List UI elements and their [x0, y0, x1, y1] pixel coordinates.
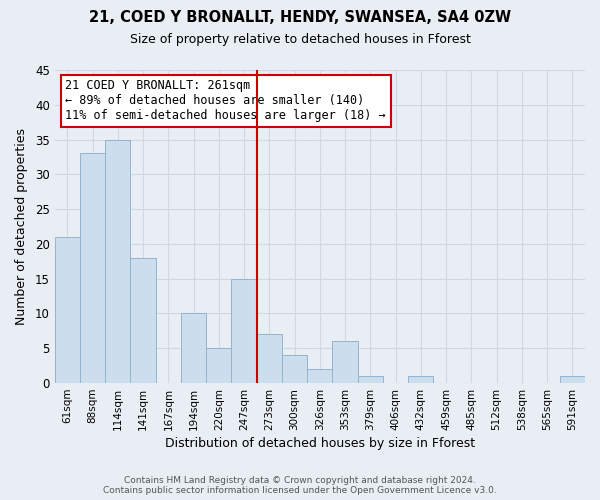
Bar — [55, 237, 80, 383]
Bar — [408, 376, 433, 383]
Bar — [560, 376, 585, 383]
Bar — [105, 140, 130, 383]
Bar — [181, 314, 206, 383]
Bar — [206, 348, 232, 383]
Bar — [358, 376, 383, 383]
Text: Contains HM Land Registry data © Crown copyright and database right 2024.
Contai: Contains HM Land Registry data © Crown c… — [103, 476, 497, 495]
Text: 21, COED Y BRONALLT, HENDY, SWANSEA, SA4 0ZW: 21, COED Y BRONALLT, HENDY, SWANSEA, SA4… — [89, 10, 511, 25]
Bar — [282, 355, 307, 383]
Bar — [80, 154, 105, 383]
Bar — [332, 342, 358, 383]
Y-axis label: Number of detached properties: Number of detached properties — [15, 128, 28, 325]
Bar — [257, 334, 282, 383]
Bar — [307, 369, 332, 383]
Text: 21 COED Y BRONALLT: 261sqm
← 89% of detached houses are smaller (140)
11% of sem: 21 COED Y BRONALLT: 261sqm ← 89% of deta… — [65, 80, 386, 122]
Bar — [130, 258, 155, 383]
X-axis label: Distribution of detached houses by size in Fforest: Distribution of detached houses by size … — [165, 437, 475, 450]
Bar — [232, 278, 257, 383]
Text: Size of property relative to detached houses in Fforest: Size of property relative to detached ho… — [130, 32, 470, 46]
